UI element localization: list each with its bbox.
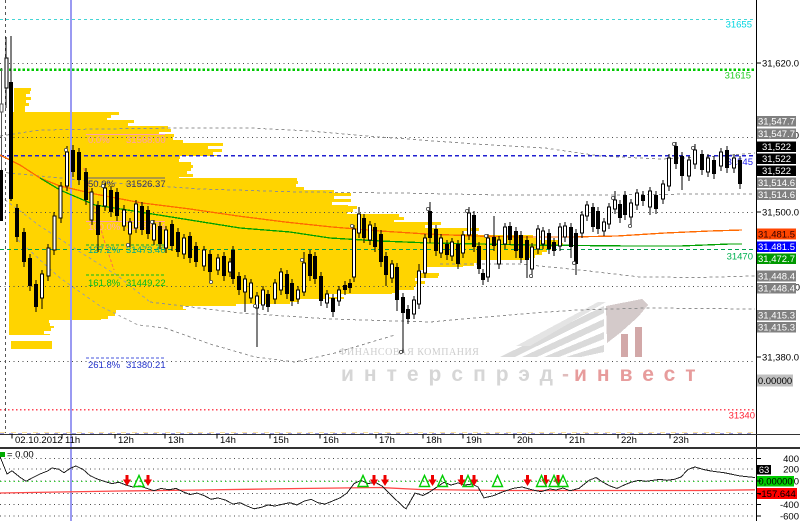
svg-text:31,500.0: 31,500.0 xyxy=(762,208,799,219)
svg-text:16h: 16h xyxy=(323,435,339,446)
svg-text:21h: 21h xyxy=(569,435,585,446)
svg-text:0: 0 xyxy=(794,476,799,487)
svg-text:400: 400 xyxy=(783,454,799,465)
svg-text:31568.00: 31568.00 xyxy=(126,135,166,146)
svg-text:20h: 20h xyxy=(517,435,533,446)
svg-text:200: 200 xyxy=(783,465,799,476)
svg-text:31449.22: 31449.22 xyxy=(126,278,166,289)
svg-text:31,380.0: 31,380.0 xyxy=(762,353,799,364)
svg-text:31,522: 31,522 xyxy=(762,142,791,153)
svg-text:12h: 12h xyxy=(118,435,134,446)
svg-text:31,472.7: 31,472.7 xyxy=(758,254,795,265)
svg-text:31,522: 31,522 xyxy=(762,166,791,177)
svg-text:18h: 18h xyxy=(426,435,442,446)
svg-text:100.0%: 100.0% xyxy=(88,222,121,233)
svg-text:= 0.00: = 0.00 xyxy=(7,450,34,461)
svg-text:11h: 11h xyxy=(65,435,80,446)
svg-text:-: - xyxy=(562,363,569,386)
svg-text:31340: 31340 xyxy=(729,411,755,422)
svg-text:31,547.7: 31,547.7 xyxy=(758,117,795,128)
svg-text:ФИНАНСОВАЯ КОМПАНИЯ: ФИНАНСОВАЯ КОМПАНИЯ xyxy=(339,347,480,358)
svg-text:17h: 17h xyxy=(379,435,395,446)
svg-text:63: 63 xyxy=(759,465,770,476)
svg-text:0.0%: 0.0% xyxy=(88,135,110,146)
svg-text:261.8%: 261.8% xyxy=(88,360,121,371)
svg-text:31615: 31615 xyxy=(725,71,751,82)
svg-text:0.00000: 0.00000 xyxy=(758,376,792,387)
svg-text:31380.21: 31380.21 xyxy=(126,360,166,371)
svg-text:-157.644: -157.644 xyxy=(758,489,796,500)
svg-text:14h: 14h xyxy=(220,435,236,446)
svg-text:31,481.5: 31,481.5 xyxy=(758,229,795,240)
svg-text:31526.37: 31526.37 xyxy=(126,179,166,190)
svg-text:интерспрэд: интерспрэд xyxy=(341,363,563,386)
svg-text:31,514.6: 31,514.6 xyxy=(758,178,795,189)
svg-text:22h: 22h xyxy=(621,435,637,446)
svg-text:-600: -600 xyxy=(780,512,799,521)
svg-text:19h: 19h xyxy=(466,435,482,446)
svg-text:31,415.3: 31,415.3 xyxy=(758,323,795,334)
svg-text:23h: 23h xyxy=(673,435,689,446)
svg-text:31,620.0: 31,620.0 xyxy=(762,59,799,70)
svg-text:161.8%: 161.8% xyxy=(88,278,121,289)
svg-text:31655: 31655 xyxy=(726,20,752,31)
svg-text:13h: 13h xyxy=(168,435,184,446)
svg-text:31473.40: 31473.40 xyxy=(126,245,166,256)
svg-text:31,448.4: 31,448.4 xyxy=(758,284,795,295)
svg-text:0,00000: 0,00000 xyxy=(758,477,792,488)
svg-text:31484.74: 31484.74 xyxy=(126,222,166,233)
svg-text:31,522: 31,522 xyxy=(762,154,791,165)
svg-text:инвест: инвест xyxy=(574,363,706,386)
svg-text:0: 0 xyxy=(795,283,800,294)
svg-text:-400: -400 xyxy=(780,500,799,511)
svg-text:0: 0 xyxy=(794,131,799,142)
svg-text:31,415.3: 31,415.3 xyxy=(758,311,795,322)
svg-text:02.10.2012: 02.10.2012 xyxy=(15,435,63,446)
svg-text:31,481.5: 31,481.5 xyxy=(758,242,795,253)
svg-text:127.2%: 127.2% xyxy=(88,245,121,256)
svg-text:15h: 15h xyxy=(273,435,289,446)
svg-text:31,514.6: 31,514.6 xyxy=(758,190,795,201)
svg-text:31470: 31470 xyxy=(727,252,753,263)
svg-text:31,448.4: 31,448.4 xyxy=(758,271,795,282)
svg-text:31,547.7: 31,547.7 xyxy=(758,129,795,140)
